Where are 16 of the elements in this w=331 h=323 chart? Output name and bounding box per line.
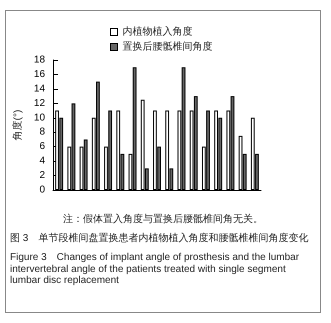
legend-label: 内植物植入角度 <box>122 26 192 38</box>
y-tick-label: 0 <box>39 184 46 196</box>
y-tick-label: 2 <box>39 170 46 182</box>
y-tick-label: 8 <box>39 126 46 138</box>
y-tick-label: 12 <box>34 98 46 109</box>
y-tick-label: 4 <box>39 156 46 167</box>
y-tick-label: 10 <box>34 112 46 124</box>
caption: Figure 3 Changes of implant angle of prosthesis and the lumbar intervertebral angle of the patients treated with single segment lumbar disc replacement <box>10 251 300 286</box>
y-tick-label: 14 <box>34 83 46 94</box>
y-axis-title: 角度(°) <box>12 110 24 140</box>
y-tick-label: 18 <box>34 54 46 66</box>
text: 注：假体置入角度与置换后腰骶椎间角无关。 <box>62 212 264 226</box>
legend-label: 置换后腰骶椎间角度 <box>122 40 212 52</box>
y-tick-label: 16 <box>34 68 46 80</box>
y-tick-label: 6 <box>39 141 46 152</box>
caption: 图 3 单节段椎间盘置换患者内植物植入角度和腰骶椎椎间角度变化 <box>10 232 310 245</box>
